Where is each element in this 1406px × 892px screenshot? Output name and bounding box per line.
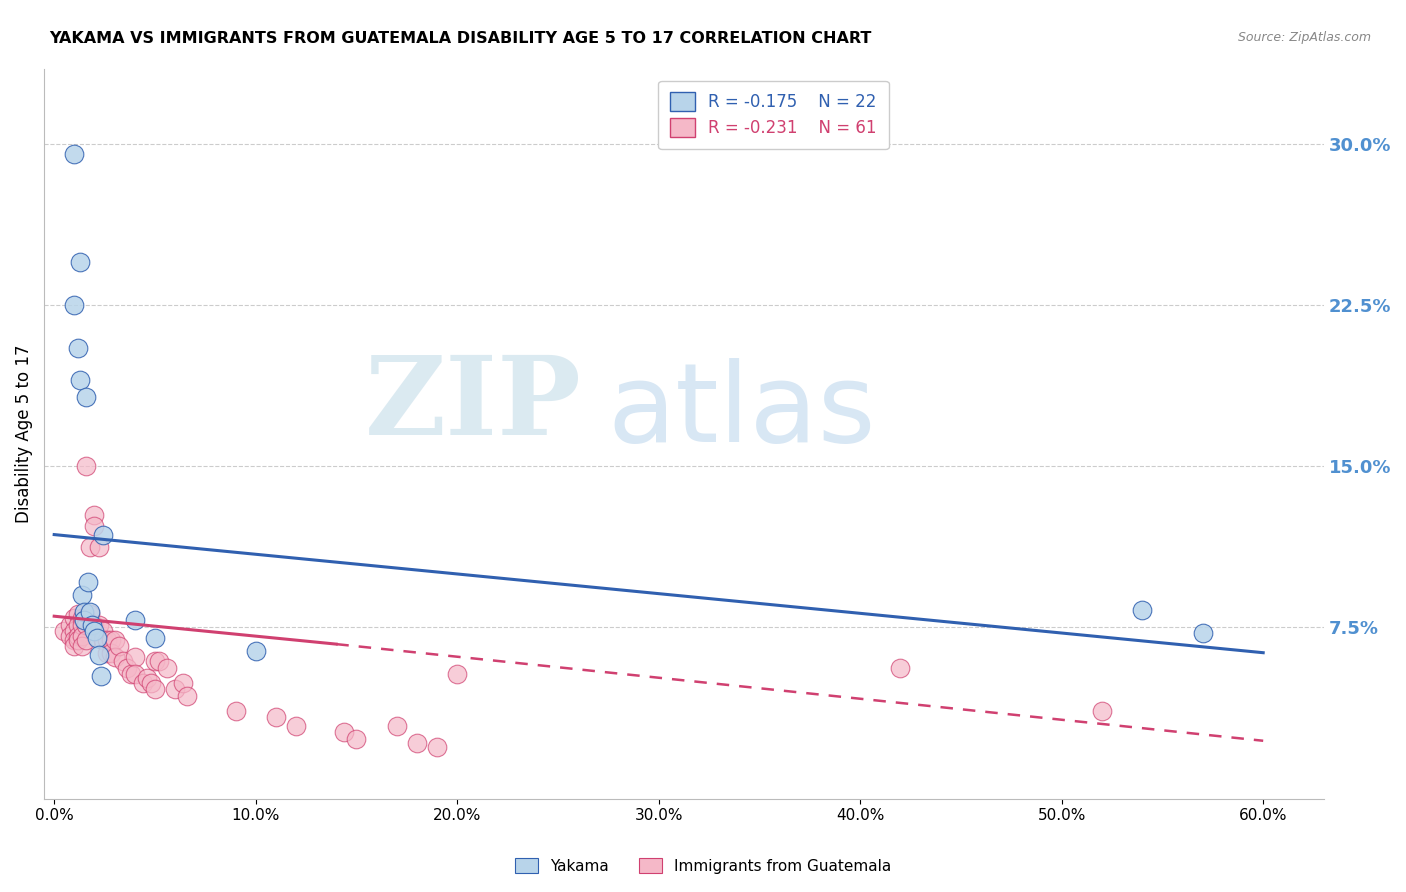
Point	[83, 508, 105, 523]
Point	[59, 617, 82, 632]
Point	[75, 632, 97, 647]
Point	[72, 617, 94, 632]
Point	[446, 667, 468, 681]
Point	[148, 654, 170, 668]
Point	[124, 614, 146, 628]
Point	[83, 617, 105, 632]
Point	[346, 731, 368, 746]
Text: ZIP: ZIP	[364, 351, 582, 458]
Point	[115, 661, 138, 675]
Point	[91, 632, 114, 647]
Point	[63, 640, 86, 654]
Text: atlas: atlas	[607, 359, 876, 466]
Point	[143, 682, 166, 697]
Point	[165, 682, 187, 697]
Point	[53, 624, 76, 639]
Point	[104, 650, 127, 665]
Point	[245, 643, 267, 657]
Point	[63, 632, 86, 647]
Point	[107, 640, 129, 654]
Point	[104, 632, 127, 647]
Y-axis label: Disability Age 5 to 17: Disability Age 5 to 17	[15, 344, 32, 523]
Point	[111, 654, 134, 668]
Point	[75, 617, 97, 632]
Point	[86, 631, 108, 645]
Point	[132, 675, 155, 690]
Point	[87, 617, 110, 632]
Point	[156, 661, 179, 675]
Point	[67, 607, 90, 621]
Point	[135, 672, 157, 686]
Point	[73, 605, 96, 619]
Point	[96, 646, 118, 660]
Point	[82, 617, 104, 632]
Point	[69, 373, 91, 387]
Point	[139, 675, 162, 690]
Point	[264, 710, 287, 724]
Point	[63, 611, 86, 625]
Point	[75, 611, 97, 625]
Text: Source: ZipAtlas.com: Source: ZipAtlas.com	[1237, 31, 1371, 45]
Point	[90, 669, 112, 683]
Point	[67, 617, 90, 632]
Point	[72, 588, 94, 602]
Point	[889, 661, 911, 675]
Point	[79, 605, 101, 619]
Point	[91, 527, 114, 541]
Point	[69, 255, 91, 269]
Point	[333, 725, 356, 739]
Point	[176, 689, 198, 703]
Point	[124, 650, 146, 665]
Point	[225, 704, 247, 718]
Point	[83, 519, 105, 533]
Point	[75, 458, 97, 473]
Point	[96, 632, 118, 647]
Point	[72, 611, 94, 625]
Point	[63, 624, 86, 639]
Point	[79, 607, 101, 621]
Point	[77, 574, 100, 589]
Point	[1130, 603, 1153, 617]
Point	[67, 341, 90, 355]
Point	[67, 632, 90, 647]
Point	[406, 736, 429, 750]
Point	[72, 628, 94, 642]
Point	[1191, 626, 1213, 640]
Point	[67, 628, 90, 642]
Point	[100, 646, 122, 660]
Legend: R = -0.175    N = 22, R = -0.231    N = 61: R = -0.175 N = 22, R = -0.231 N = 61	[658, 80, 889, 149]
Point	[63, 147, 86, 161]
Legend: Yakama, Immigrants from Guatemala: Yakama, Immigrants from Guatemala	[509, 852, 897, 880]
Point	[79, 541, 101, 555]
Point	[72, 640, 94, 654]
Point	[63, 298, 86, 312]
Point	[124, 667, 146, 681]
Point	[426, 740, 449, 755]
Point	[83, 624, 105, 639]
Point	[143, 654, 166, 668]
Point	[87, 541, 110, 555]
Point	[100, 632, 122, 647]
Point	[73, 614, 96, 628]
Point	[59, 628, 82, 642]
Point	[1091, 704, 1114, 718]
Point	[75, 390, 97, 404]
Point	[120, 667, 142, 681]
Point	[87, 648, 110, 662]
Point	[91, 624, 114, 639]
Point	[143, 631, 166, 645]
Point	[285, 719, 308, 733]
Point	[172, 675, 194, 690]
Text: YAKAMA VS IMMIGRANTS FROM GUATEMALA DISABILITY AGE 5 TO 17 CORRELATION CHART: YAKAMA VS IMMIGRANTS FROM GUATEMALA DISA…	[49, 31, 872, 46]
Point	[385, 719, 408, 733]
